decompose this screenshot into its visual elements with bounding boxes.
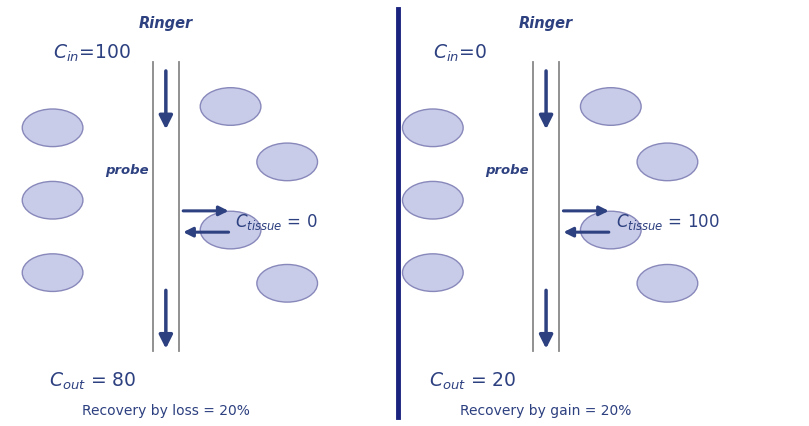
Ellipse shape bbox=[580, 211, 641, 249]
Text: $C_{out}$ = 80: $C_{out}$ = 80 bbox=[49, 371, 136, 392]
Ellipse shape bbox=[23, 181, 83, 219]
Text: $C_{in}$=100: $C_{in}$=100 bbox=[53, 43, 130, 64]
Ellipse shape bbox=[200, 211, 260, 249]
Ellipse shape bbox=[637, 265, 697, 302]
Ellipse shape bbox=[402, 109, 463, 147]
Text: Ringer: Ringer bbox=[519, 16, 574, 31]
Text: $C_{in}$=0: $C_{in}$=0 bbox=[433, 43, 487, 64]
Text: $C_{tissue}$ = 100: $C_{tissue}$ = 100 bbox=[616, 212, 719, 231]
Ellipse shape bbox=[402, 254, 463, 291]
Ellipse shape bbox=[637, 143, 697, 181]
Ellipse shape bbox=[257, 265, 317, 302]
Ellipse shape bbox=[402, 181, 463, 219]
Text: probe: probe bbox=[485, 164, 529, 177]
Text: Recovery by loss = 20%: Recovery by loss = 20% bbox=[82, 404, 250, 418]
Ellipse shape bbox=[200, 88, 260, 125]
Text: Ringer: Ringer bbox=[138, 16, 193, 31]
Text: probe: probe bbox=[105, 164, 149, 177]
Text: $C_{tissue}$ = 0: $C_{tissue}$ = 0 bbox=[235, 212, 318, 231]
Ellipse shape bbox=[23, 254, 83, 291]
Ellipse shape bbox=[23, 109, 83, 147]
Text: $C_{out}$ = 20: $C_{out}$ = 20 bbox=[429, 371, 516, 392]
Ellipse shape bbox=[257, 143, 317, 181]
Ellipse shape bbox=[580, 88, 641, 125]
Text: Recovery by gain = 20%: Recovery by gain = 20% bbox=[460, 404, 632, 418]
